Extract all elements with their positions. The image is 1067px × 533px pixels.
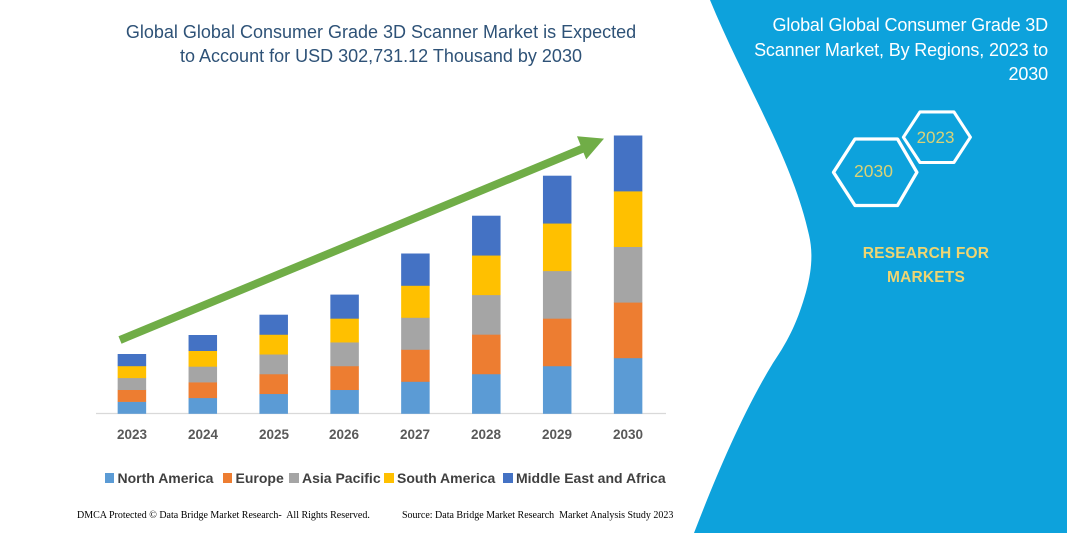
svg-text:2023: 2023 xyxy=(917,128,955,147)
svg-text:2030: 2030 xyxy=(854,161,893,181)
